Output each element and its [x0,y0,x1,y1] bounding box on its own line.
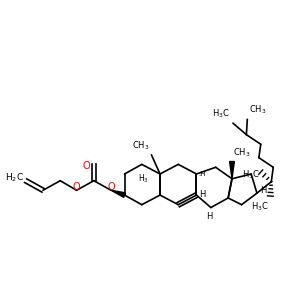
Text: O: O [107,182,115,192]
Text: $\mathregular{CH_3}$: $\mathregular{CH_3}$ [132,140,149,152]
Text: H: H [200,190,206,199]
Text: $\mathregular{H_3}$: $\mathregular{H_3}$ [138,172,148,185]
Text: H: H [260,186,266,195]
Text: .H: .H [198,171,206,177]
Polygon shape [230,161,234,179]
Text: $\mathregular{CH_3}$: $\mathregular{CH_3}$ [233,146,250,159]
Text: $\mathregular{H_3C}$: $\mathregular{H_3C}$ [250,201,268,213]
Text: H: H [206,212,212,221]
Text: $\mathregular{H_3C}$: $\mathregular{H_3C}$ [242,168,260,181]
Text: $\mathregular{CH_3}$: $\mathregular{CH_3}$ [249,104,267,116]
Text: $\mathregular{H_2C}$: $\mathregular{H_2C}$ [5,171,24,184]
Text: O: O [82,161,90,171]
Text: O: O [73,182,80,192]
Text: $\mathregular{H_3C}$: $\mathregular{H_3C}$ [212,108,230,120]
Polygon shape [111,190,125,197]
